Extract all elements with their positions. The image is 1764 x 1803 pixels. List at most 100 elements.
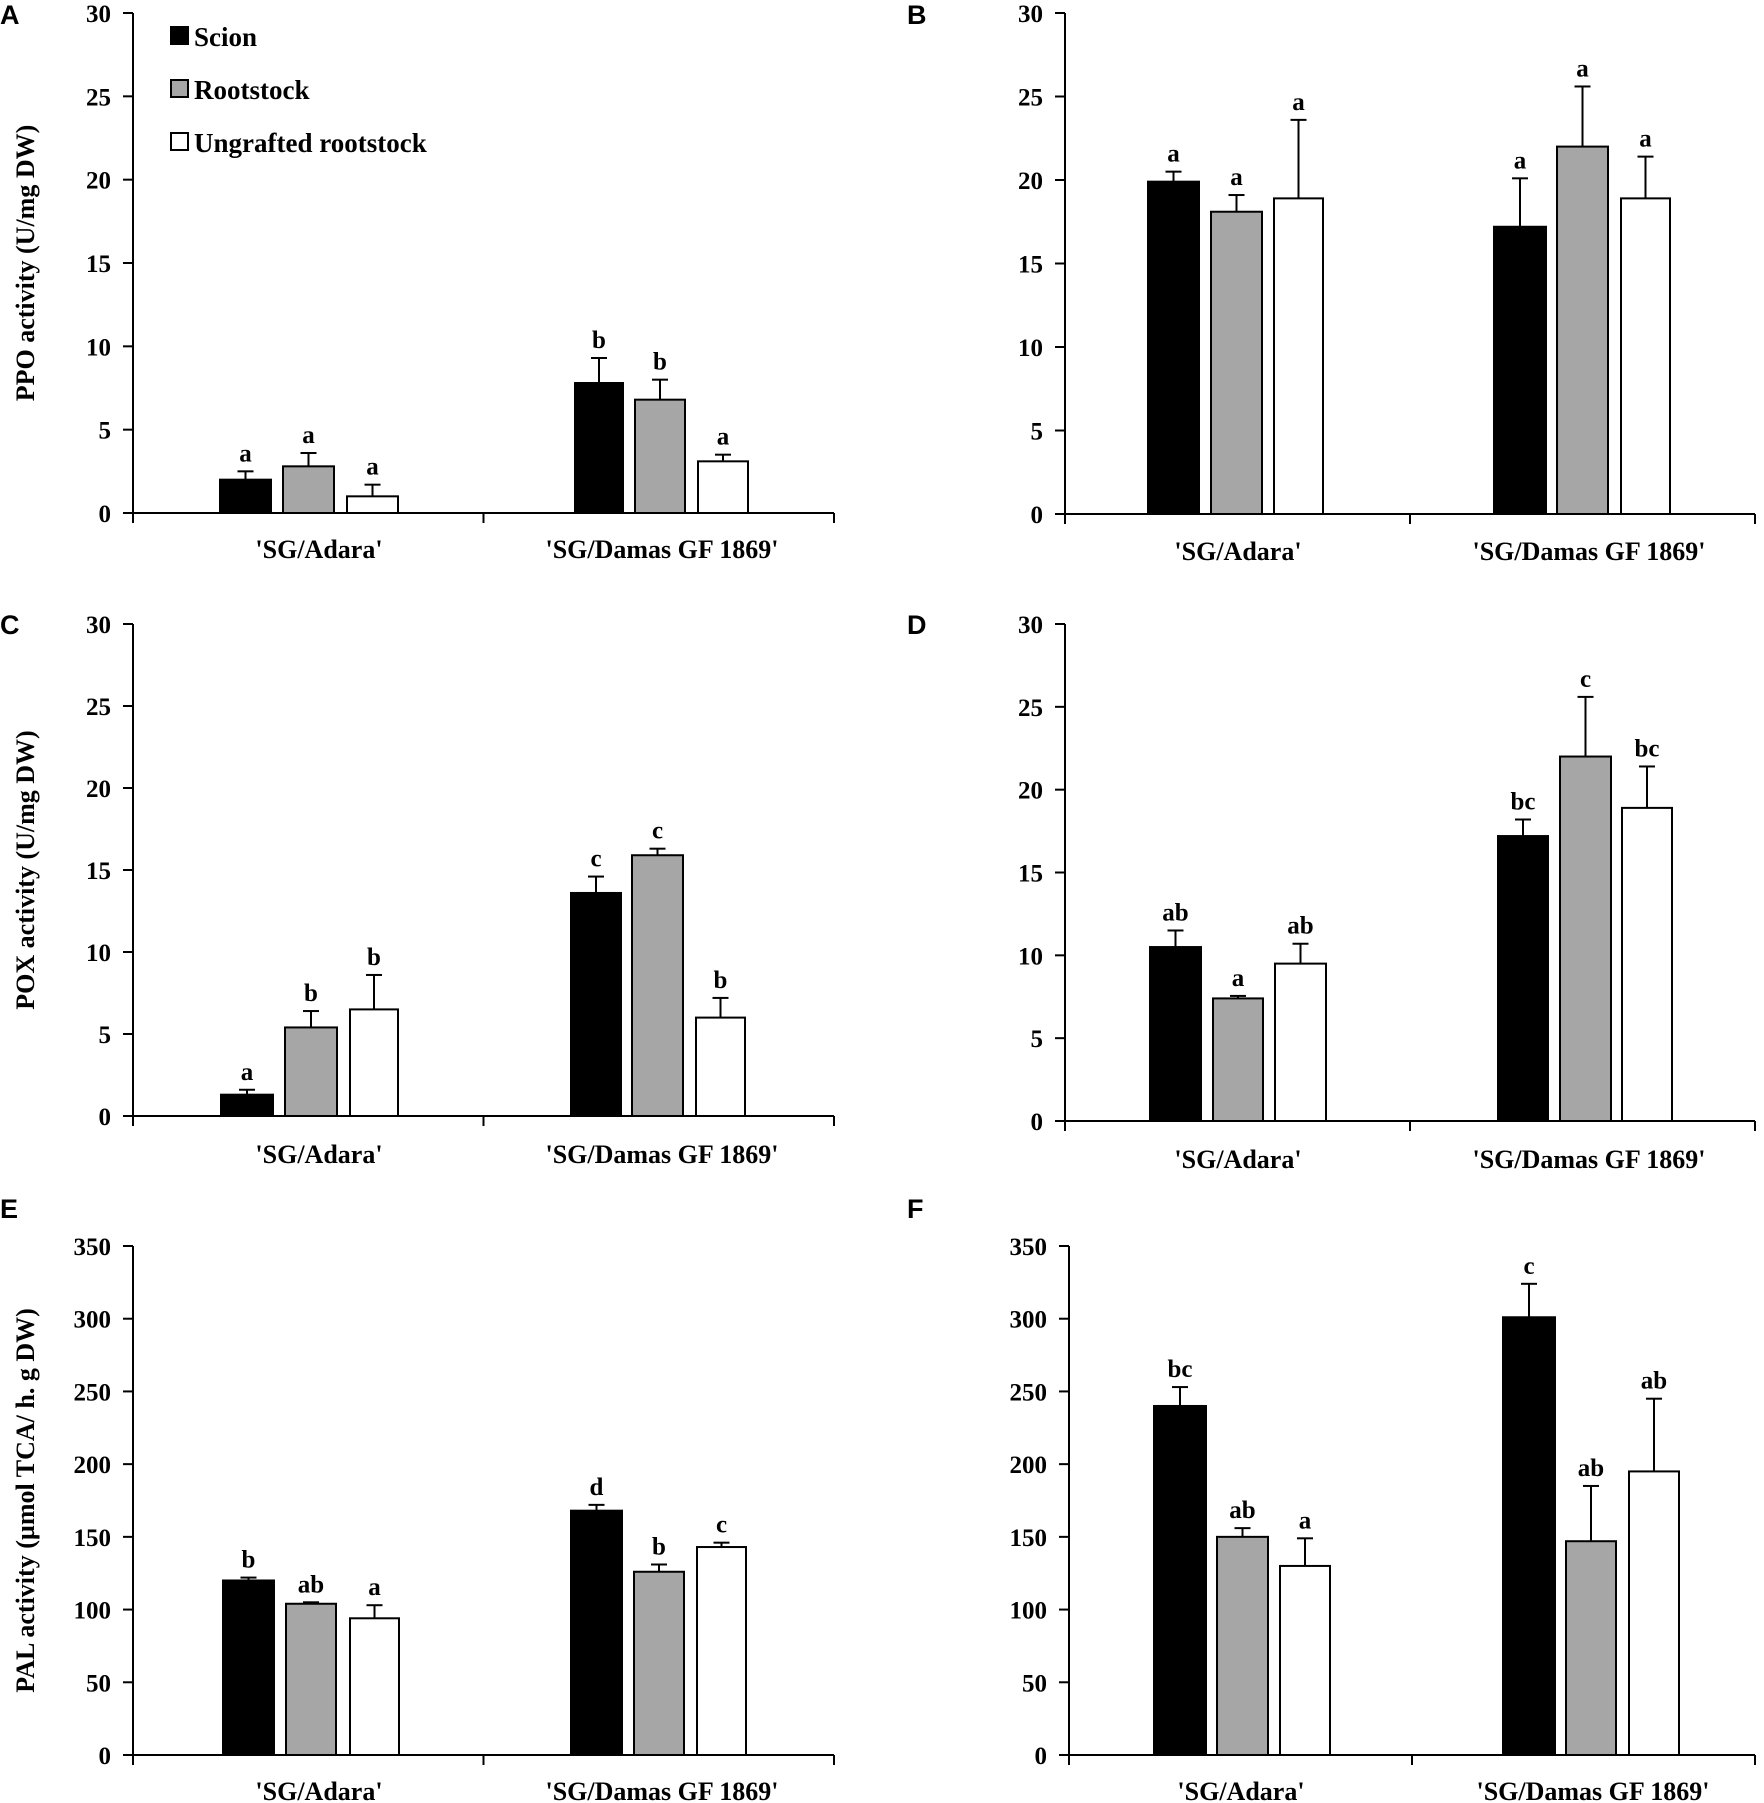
y-tick-label-a: 30 (86, 1, 111, 28)
legend-swatch-scion (170, 26, 189, 45)
y-tick-label-d: 25 (1018, 695, 1043, 722)
y-tick-label-b: 30 (1018, 1, 1043, 28)
significance-letter-c: b (367, 944, 381, 971)
panel-letter-e: E (0, 1194, 18, 1224)
y-tick-label-a: 25 (86, 84, 111, 111)
y-tick-label-f: 250 (1010, 1379, 1048, 1406)
bar-ungrafted-b (1620, 197, 1671, 515)
y-tick-label-f: 50 (1022, 1670, 1047, 1697)
bar-scion-a (219, 478, 272, 514)
y-tick-label-d: 30 (1018, 612, 1043, 639)
category-label-b: 'SG/Damas GF 1869' (1472, 537, 1705, 566)
significance-letter-c: a (241, 1059, 254, 1086)
bar-rootstock-c (631, 854, 684, 1117)
bar-ungrafted-f (1628, 1470, 1680, 1757)
legend-label-scion: Scion (194, 22, 257, 52)
significance-letter-a: a (239, 440, 252, 467)
bar-rootstock-c (284, 1026, 338, 1117)
bar-scion-b (1493, 225, 1547, 515)
significance-letter-c: c (652, 818, 663, 845)
bar-rootstock-f (1565, 1540, 1617, 1756)
legend-label-ungrafted: Ungrafted rootstock (194, 128, 427, 158)
category-label-c: 'SG/Damas GF 1869' (545, 1140, 778, 1169)
y-tick-label-e: 200 (74, 1452, 112, 1479)
significance-letter-b: a (1639, 126, 1652, 153)
y-tick-label-e: 350 (74, 1234, 112, 1261)
y-tick-label-c: 5 (99, 1022, 112, 1049)
y-tick-label-d: 0 (1031, 1109, 1044, 1136)
bar-scion-a (574, 382, 624, 514)
significance-letter-a: b (653, 349, 667, 376)
y-tick-label-e: 250 (74, 1379, 112, 1406)
y-tick-label-a: 0 (99, 501, 112, 528)
y-tick-label-b: 0 (1031, 502, 1044, 529)
significance-letter-b: a (1230, 164, 1243, 191)
bar-ungrafted-e (696, 1546, 747, 1756)
bar-rootstock-e (633, 1570, 685, 1757)
y-axis-label-a: PPO activity (U/mg DW) (11, 125, 40, 402)
significance-letter-a: a (717, 424, 730, 451)
y-tick-label-f: 300 (1010, 1307, 1048, 1334)
y-tick-label-c: 20 (86, 776, 111, 803)
significance-letter-c: b (304, 980, 318, 1007)
bar-ungrafted-d (1621, 806, 1673, 1122)
y-tick-label-c: 0 (99, 1104, 112, 1131)
significance-letter-d: c (1580, 666, 1591, 693)
y-tick-label-e: 300 (74, 1307, 112, 1334)
y-tick-label-b: 5 (1031, 419, 1044, 446)
significance-letter-f: ab (1229, 1497, 1255, 1524)
legend-swatch-rootstock (170, 79, 189, 98)
y-tick-label-f: 200 (1010, 1452, 1048, 1479)
significance-letter-f: bc (1168, 1356, 1193, 1383)
y-tick-label-c: 25 (86, 694, 111, 721)
bar-rootstock-d (1559, 755, 1612, 1122)
bar-ungrafted-a (697, 460, 749, 515)
y-axis-label-e: PAL activity (µmol TCA/ h. g DW) (11, 1308, 40, 1693)
y-tick-label-d: 20 (1018, 778, 1043, 805)
significance-letter-e: c (716, 1512, 727, 1539)
bar-rootstock-b (1210, 210, 1263, 515)
y-axis-label-c: POX activity (U/mg DW) (11, 730, 40, 1009)
significance-letter-b: a (1514, 147, 1527, 174)
bar-scion-e (570, 1509, 623, 1757)
category-label-e: 'SG/Adara' (255, 1777, 382, 1803)
category-label-f: 'SG/Damas GF 1869' (1476, 1777, 1709, 1803)
panel-letter-f: F (907, 1194, 924, 1224)
y-tick-label-b: 15 (1018, 252, 1043, 279)
y-tick-label-f: 150 (1010, 1525, 1048, 1552)
significance-letter-c: c (590, 846, 601, 873)
significance-letter-d: bc (1511, 788, 1536, 815)
y-tick-label-a: 15 (86, 251, 111, 278)
y-tick-label-f: 100 (1010, 1598, 1048, 1625)
bar-rootstock-a (282, 465, 335, 515)
y-tick-label-b: 10 (1018, 335, 1043, 362)
y-tick-label-c: 15 (86, 858, 111, 885)
bar-ungrafted-d (1274, 962, 1327, 1122)
bar-rootstock-e (285, 1602, 337, 1756)
bar-rootstock-f (1216, 1535, 1269, 1757)
bar-scion-f (1153, 1404, 1207, 1756)
significance-letter-d: ab (1287, 913, 1313, 940)
panel-letter-b: B (907, 0, 927, 30)
category-label-a: 'SG/Damas GF 1869' (545, 535, 778, 564)
bar-scion-e (222, 1579, 275, 1756)
bar-ungrafted-c (695, 1016, 746, 1117)
category-label-e: 'SG/Damas GF 1869' (545, 1777, 778, 1803)
y-tick-label-f: 0 (1035, 1743, 1048, 1770)
y-tick-label-d: 5 (1031, 1026, 1044, 1053)
y-tick-label-a: 5 (99, 418, 112, 445)
y-tick-label-c: 10 (86, 940, 111, 967)
y-tick-label-a: 20 (86, 168, 111, 195)
significance-letter-e: ab (298, 1571, 324, 1598)
bar-rootstock-a (634, 398, 686, 514)
category-label-d: 'SG/Damas GF 1869' (1472, 1145, 1705, 1174)
bar-scion-c (570, 891, 622, 1118)
bar-ungrafted-a (346, 495, 399, 515)
significance-letter-f: ab (1578, 1455, 1604, 1482)
y-tick-label-e: 100 (74, 1598, 112, 1625)
significance-letter-a: a (366, 454, 379, 481)
y-tick-label-e: 0 (99, 1743, 112, 1770)
panel-letter-d: D (907, 610, 927, 640)
panel-letter-c: C (0, 610, 20, 640)
